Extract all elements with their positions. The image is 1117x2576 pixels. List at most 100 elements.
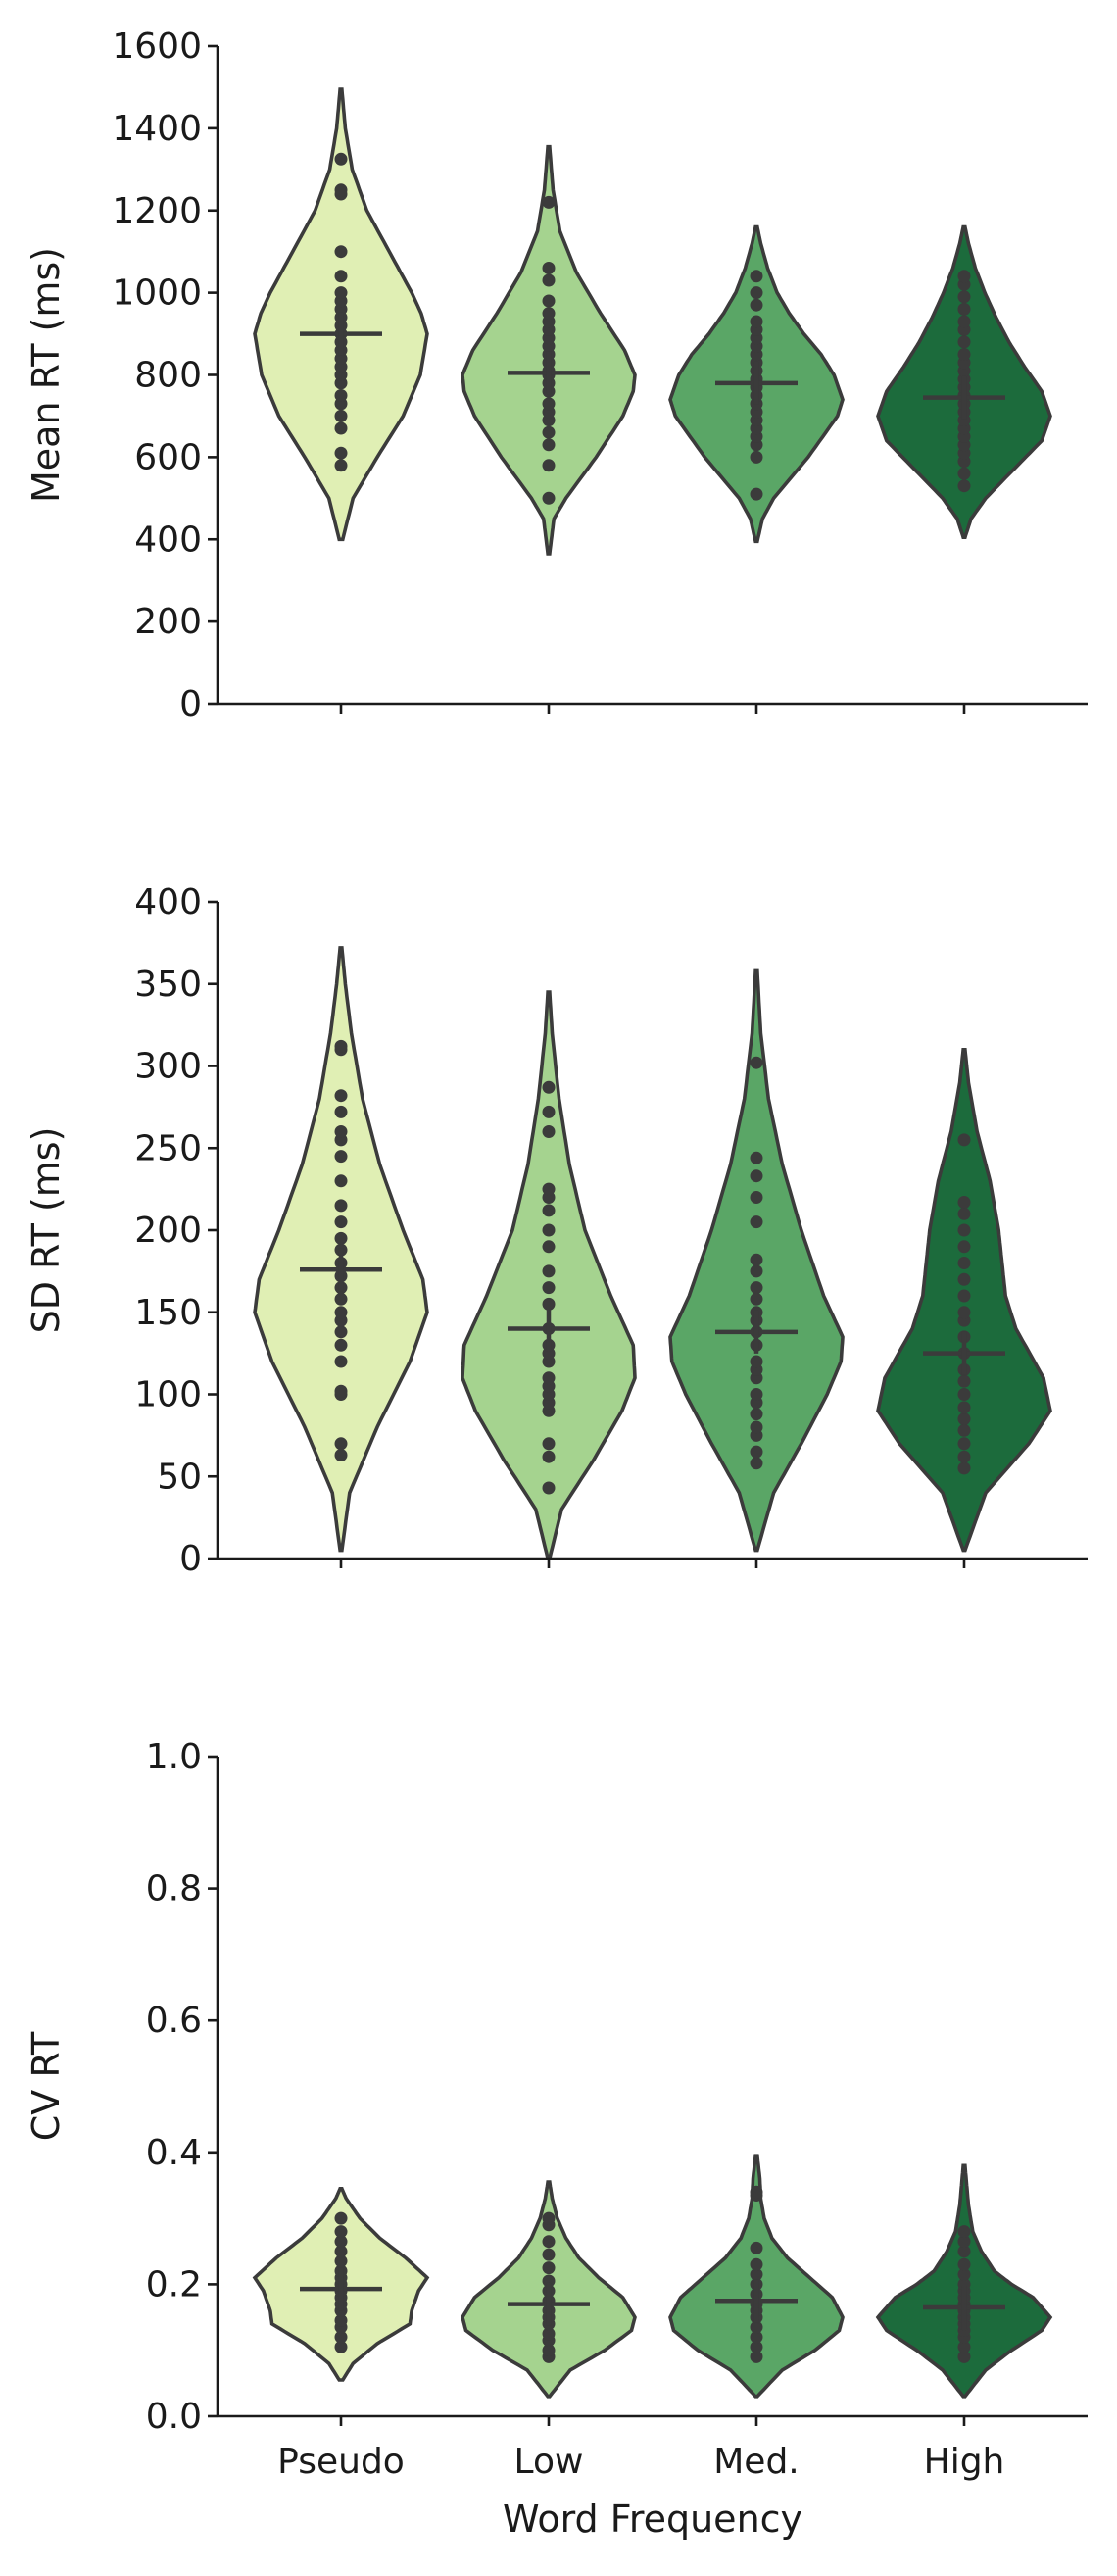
data-point (334, 1325, 348, 1339)
data-point (542, 459, 556, 472)
data-point (334, 1199, 348, 1213)
data-point (334, 1089, 348, 1103)
data-point (542, 397, 556, 411)
data-point (334, 421, 348, 435)
y-tick-label: 0 (179, 1539, 202, 1579)
data-point (334, 1306, 348, 1319)
y-tick-label: 0.8 (146, 1869, 202, 1909)
data-point (542, 294, 556, 308)
data-point (750, 1457, 763, 1470)
data-point (334, 2313, 348, 2327)
x-axis-label: Word Frequency (503, 2498, 802, 2541)
data-point (957, 348, 971, 361)
data-point (750, 2320, 763, 2334)
data-point (750, 1292, 763, 1306)
data-point (334, 2340, 348, 2353)
y-tick-label: 400 (134, 520, 202, 560)
data-point (542, 1481, 556, 1495)
data-point (750, 315, 763, 328)
data-point (750, 1151, 763, 1164)
data-point (957, 335, 971, 349)
data-point (750, 2267, 763, 2281)
data-point (957, 479, 971, 493)
data-point (334, 459, 348, 472)
data-point (750, 2340, 763, 2353)
data-point (957, 1223, 971, 1237)
data-point (750, 1281, 763, 1295)
data-point (957, 2235, 971, 2249)
data-point (334, 1355, 348, 1368)
data-point (334, 1384, 348, 1398)
data-point (542, 438, 556, 452)
data-point (750, 2350, 763, 2363)
y-tick-label: 600 (134, 437, 202, 477)
data-point (750, 2185, 763, 2199)
data-point (750, 450, 763, 464)
data-point (750, 1191, 763, 1204)
data-point (542, 1297, 556, 1311)
data-point (542, 1437, 556, 1451)
data-point (334, 2245, 348, 2258)
y-tick-label: 1400 (112, 109, 202, 149)
data-point (334, 1174, 348, 1188)
y-axis-label: CV RT (24, 2031, 68, 2141)
data-point (957, 1388, 971, 1401)
y-tick-label: 150 (134, 1293, 202, 1333)
data-point (334, 270, 348, 283)
y-tick-label: 1600 (112, 26, 202, 67)
data-point (334, 446, 348, 460)
data-point (957, 1133, 971, 1147)
data-point (957, 290, 971, 304)
data-point (542, 2344, 556, 2357)
data-point (957, 467, 971, 480)
y-axis-label: SD RT (ms) (24, 1127, 68, 1334)
y-tick-label: 0 (179, 684, 202, 724)
chart-panel-1: 0 200 400 600 800 1000 1200 1400 1600 Mean RT (ms… (24, 26, 1088, 724)
data-point (542, 273, 556, 287)
x-tick-label: High (924, 2442, 1005, 2482)
data-point (334, 1338, 348, 1352)
x-tick-label: Pseudo (277, 2442, 405, 2482)
data-point (957, 2340, 971, 2353)
data-point (957, 315, 971, 328)
data-point (542, 2235, 556, 2249)
data-point (957, 1423, 971, 1437)
y-axis-label: Mean RT (ms) (24, 247, 68, 503)
data-point (334, 1105, 348, 1118)
y-tick-label: 350 (134, 965, 202, 1005)
data-point (334, 1150, 348, 1164)
y-tick-label: 1.0 (146, 1737, 202, 1777)
y-tick-label: 300 (134, 1047, 202, 1087)
data-point (542, 2211, 556, 2225)
y-tick-label: 0.4 (146, 2133, 202, 2173)
data-point (750, 2241, 763, 2254)
data-point (334, 2225, 348, 2239)
data-point (542, 1125, 556, 1138)
data-point (957, 2257, 971, 2271)
data-point (957, 2267, 971, 2281)
y-tick-label: 1200 (112, 191, 202, 231)
data-point (542, 1450, 556, 1463)
data-point (542, 425, 556, 439)
data-point (334, 286, 348, 300)
data-point (750, 1388, 763, 1401)
chart-panel-3: 0.0 0.2 0.4 0.6 0.8 1.0 Pseudo Low Med. High CV RT… (24, 1737, 1088, 2541)
data-point (334, 2254, 348, 2268)
data-point (542, 1080, 556, 1094)
chart-panel-2: 0 50 100 150 200 250 300 350 400 SD RT (ms) (24, 882, 1088, 1579)
y-tick-label: 1000 (112, 273, 202, 314)
data-point (957, 1374, 971, 1388)
data-point (750, 2257, 763, 2271)
y-tick-label: 400 (134, 882, 202, 922)
data-point (957, 270, 971, 283)
y-tick-label: 200 (134, 602, 202, 642)
data-point (542, 2261, 556, 2275)
data-point (750, 1215, 763, 1229)
y-tick-label: 0.0 (146, 2397, 202, 2437)
data-point (750, 2330, 763, 2344)
data-point (750, 270, 763, 283)
data-point (750, 1169, 763, 1183)
data-point (957, 1257, 971, 1269)
data-point (957, 1437, 971, 1451)
data-point (542, 1371, 556, 1385)
